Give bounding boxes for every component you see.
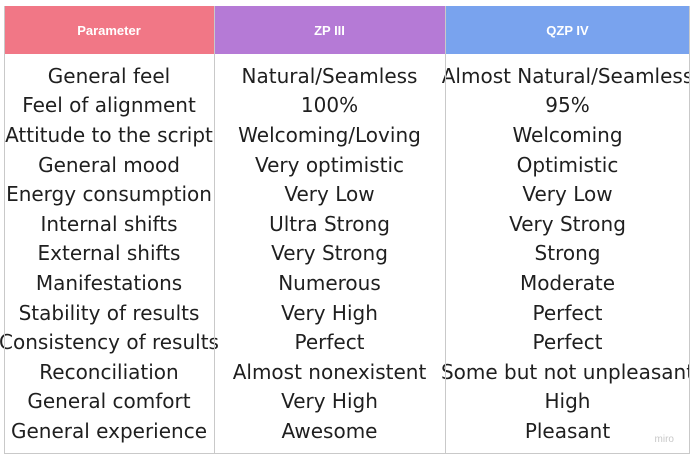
table-row: Manifestations Numerous Moderate xyxy=(4,268,690,298)
column-divider-2 xyxy=(445,6,446,454)
qzp4-cell: Optimistic xyxy=(516,152,619,177)
parameter-cell: General mood xyxy=(38,152,180,177)
header-parameter: Parameter xyxy=(4,6,214,54)
zp3-cell: Very High xyxy=(281,389,378,414)
parameter-cell: Attitude to the script xyxy=(5,122,213,147)
zp3-cell: Very Low xyxy=(284,182,375,207)
zp3-cell: Very Strong xyxy=(271,241,388,266)
qzp4-cell: Very Strong xyxy=(509,211,626,236)
qzp4-cell: Almost Natural/Seamless xyxy=(441,63,690,88)
table-row: Consistency of results Perfect Perfect xyxy=(0,327,690,357)
qzp4-cell: Perfect xyxy=(532,300,603,325)
qzp4-cell: High xyxy=(544,389,591,414)
table-row: Attitude to the script Welcoming/Loving We… xyxy=(4,120,690,150)
zp3-cell: Numerous xyxy=(278,270,381,295)
miro-watermark: miro xyxy=(654,434,674,445)
zp3-cell: Very High xyxy=(281,300,378,325)
parameter-cell: Stability of results xyxy=(18,300,200,325)
zp3-cell: 100% xyxy=(300,93,359,118)
table-row: Stability of results Very High Perfect xyxy=(4,298,690,328)
parameter-cell: General experience xyxy=(10,418,208,443)
qzp4-cell: Pleasant xyxy=(524,418,611,443)
comparison-table: Parameter ZP III QZP IV General feel Natu… xyxy=(0,6,690,454)
qzp4-cell: Strong xyxy=(534,241,601,266)
table-row: General comfort Very High High xyxy=(4,387,690,417)
parameter-cell: Feel of alignment xyxy=(22,93,196,118)
parameter-cell: Energy consumption xyxy=(6,182,212,207)
table-row: General feel Natural/Seamless Almost Natur… xyxy=(4,61,690,91)
qzp4-cell: Some but not unpleasant xyxy=(440,359,690,384)
column-divider-1 xyxy=(214,6,215,454)
zp3-cell: Awesome xyxy=(281,418,378,443)
zp3-cell: Very optimistic xyxy=(254,152,405,177)
qzp4-cell: Moderate xyxy=(519,270,616,295)
zp3-cell: Natural/Seamless xyxy=(241,63,418,88)
table-row: Internal shifts Ultra Strong Very Strong xyxy=(4,209,690,239)
header-zp3: ZP III xyxy=(214,6,445,54)
parameter-cell: External shifts xyxy=(37,241,181,266)
table-row: Energy consumption Very Low Very Low xyxy=(4,179,690,209)
parameter-cell: Internal shifts xyxy=(40,211,178,236)
zp3-cell: Welcoming/Loving xyxy=(238,122,421,147)
qzp4-cell: 95% xyxy=(545,93,590,118)
qzp4-cell: Welcoming xyxy=(512,122,623,147)
parameter-cell: General comfort xyxy=(27,389,191,414)
parameter-cell: Reconciliation xyxy=(39,359,179,384)
parameter-cell: General feel xyxy=(47,63,171,88)
qzp4-cell: Very Low xyxy=(522,182,613,207)
qzp4-cell: Perfect xyxy=(532,330,603,355)
parameter-cell: Consistency of results xyxy=(0,330,219,355)
parameter-cell: Manifestations xyxy=(35,270,183,295)
table-row: Feel of alignment 100% 95% xyxy=(4,91,690,121)
zp3-cell: Almost nonexistent xyxy=(232,359,427,384)
zp3-cell: Ultra Strong xyxy=(269,211,390,236)
column-divider-left xyxy=(4,6,5,454)
table-row: External shifts Very Strong Strong xyxy=(4,239,690,269)
zp3-cell: Perfect xyxy=(294,330,365,355)
table-row: General experience Awesome Pleasant xyxy=(4,416,690,446)
table-row: Reconciliation Almost nonexistent Some but… xyxy=(4,357,690,387)
table-body: General feel Natural/Seamless Almost Natur… xyxy=(0,54,690,454)
table-row: General mood Very optimistic Optimistic xyxy=(4,150,690,180)
header-qzp4: QZP IV xyxy=(445,6,690,54)
